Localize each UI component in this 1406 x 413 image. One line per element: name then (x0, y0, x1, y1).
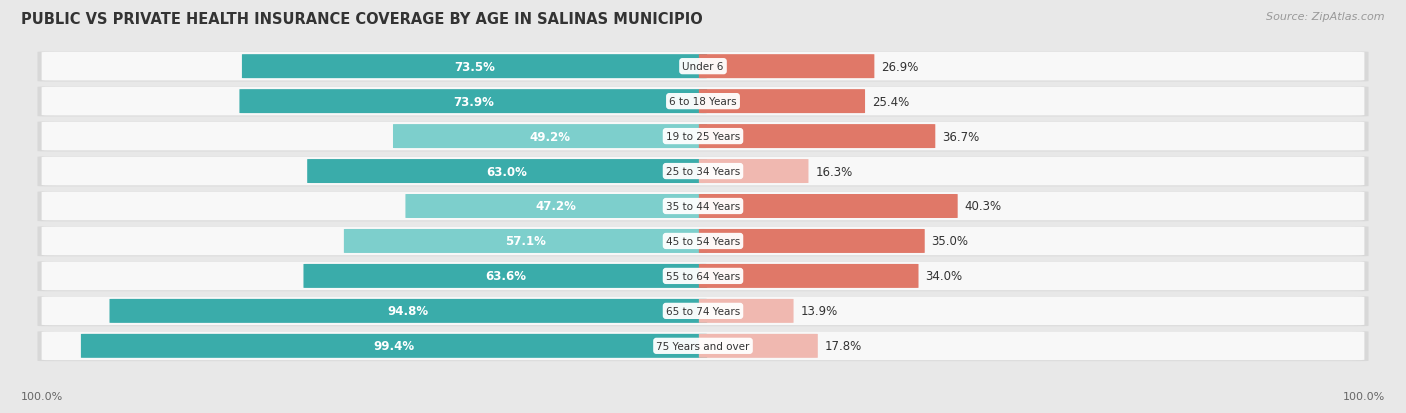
FancyBboxPatch shape (42, 157, 1364, 186)
Text: 73.9%: 73.9% (453, 95, 494, 108)
FancyBboxPatch shape (110, 299, 707, 323)
FancyBboxPatch shape (405, 195, 707, 218)
FancyBboxPatch shape (242, 55, 707, 79)
FancyBboxPatch shape (38, 122, 1368, 152)
FancyBboxPatch shape (699, 90, 865, 114)
Text: 25.4%: 25.4% (872, 95, 910, 108)
FancyBboxPatch shape (699, 55, 875, 79)
FancyBboxPatch shape (699, 195, 957, 218)
FancyBboxPatch shape (307, 160, 707, 184)
Text: 55 to 64 Years: 55 to 64 Years (666, 271, 740, 281)
FancyBboxPatch shape (699, 264, 918, 288)
FancyBboxPatch shape (42, 192, 1364, 221)
Text: 65 to 74 Years: 65 to 74 Years (666, 306, 740, 316)
Text: 57.1%: 57.1% (505, 235, 546, 248)
Text: 17.8%: 17.8% (825, 339, 862, 352)
FancyBboxPatch shape (699, 299, 793, 323)
Text: 6 to 18 Years: 6 to 18 Years (669, 97, 737, 107)
FancyBboxPatch shape (699, 160, 808, 184)
FancyBboxPatch shape (344, 229, 707, 253)
Text: 45 to 54 Years: 45 to 54 Years (666, 236, 740, 247)
Text: 99.4%: 99.4% (374, 339, 415, 352)
Text: PUBLIC VS PRIVATE HEALTH INSURANCE COVERAGE BY AGE IN SALINAS MUNICIPIO: PUBLIC VS PRIVATE HEALTH INSURANCE COVER… (21, 12, 703, 27)
FancyBboxPatch shape (38, 52, 1368, 82)
FancyBboxPatch shape (38, 157, 1368, 187)
FancyBboxPatch shape (42, 227, 1364, 256)
FancyBboxPatch shape (699, 334, 818, 358)
Text: 40.3%: 40.3% (965, 200, 1001, 213)
Text: Under 6: Under 6 (682, 62, 724, 72)
FancyBboxPatch shape (38, 331, 1368, 361)
FancyBboxPatch shape (42, 297, 1364, 325)
FancyBboxPatch shape (82, 334, 707, 358)
FancyBboxPatch shape (239, 90, 707, 114)
FancyBboxPatch shape (38, 87, 1368, 117)
Text: 75 Years and over: 75 Years and over (657, 341, 749, 351)
Text: 13.9%: 13.9% (800, 305, 838, 318)
Text: 47.2%: 47.2% (536, 200, 576, 213)
Text: Source: ZipAtlas.com: Source: ZipAtlas.com (1267, 12, 1385, 22)
FancyBboxPatch shape (304, 264, 707, 288)
Text: 25 to 34 Years: 25 to 34 Years (666, 166, 740, 177)
FancyBboxPatch shape (42, 122, 1364, 151)
Text: 35 to 44 Years: 35 to 44 Years (666, 202, 740, 211)
Text: 34.0%: 34.0% (925, 270, 963, 283)
Text: 100.0%: 100.0% (1343, 391, 1385, 401)
FancyBboxPatch shape (38, 297, 1368, 326)
Text: 36.7%: 36.7% (942, 130, 980, 143)
Text: 49.2%: 49.2% (530, 130, 571, 143)
Text: 63.6%: 63.6% (485, 270, 526, 283)
Text: 63.0%: 63.0% (486, 165, 527, 178)
FancyBboxPatch shape (699, 229, 925, 253)
FancyBboxPatch shape (699, 125, 935, 149)
FancyBboxPatch shape (38, 192, 1368, 222)
FancyBboxPatch shape (42, 332, 1364, 360)
Text: 35.0%: 35.0% (932, 235, 969, 248)
FancyBboxPatch shape (394, 125, 707, 149)
Text: 100.0%: 100.0% (21, 391, 63, 401)
Text: 16.3%: 16.3% (815, 165, 852, 178)
FancyBboxPatch shape (42, 262, 1364, 291)
Text: 94.8%: 94.8% (388, 305, 429, 318)
FancyBboxPatch shape (38, 262, 1368, 292)
Text: 19 to 25 Years: 19 to 25 Years (666, 132, 740, 142)
FancyBboxPatch shape (38, 227, 1368, 256)
Text: 26.9%: 26.9% (882, 61, 918, 74)
FancyBboxPatch shape (42, 88, 1364, 116)
Text: 73.5%: 73.5% (454, 61, 495, 74)
FancyBboxPatch shape (42, 53, 1364, 81)
